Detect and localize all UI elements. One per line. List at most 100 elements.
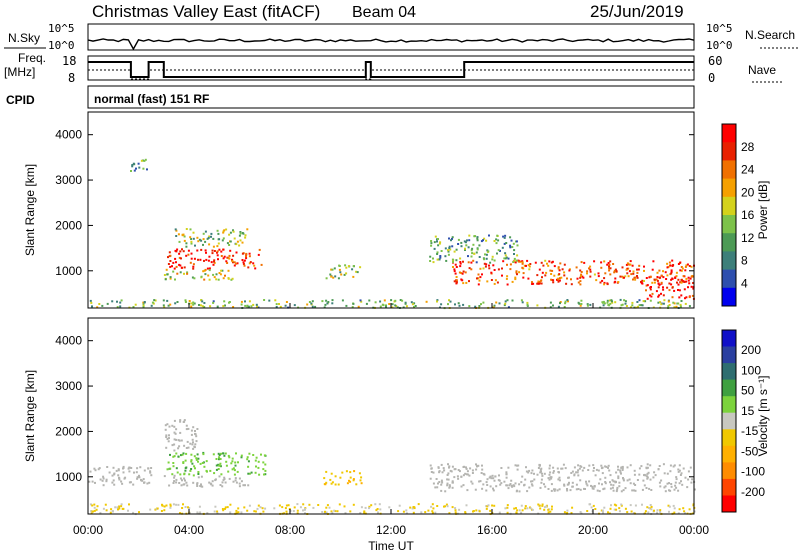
- range-gate-cell: [376, 508, 379, 510]
- range-gate-cell: [541, 271, 544, 274]
- range-gate-cell: [431, 511, 434, 514]
- range-gate-cell: [120, 505, 123, 508]
- range-gate-cell: [190, 238, 193, 240]
- range-gate-cell: [612, 263, 615, 265]
- range-gate-cell: [471, 247, 474, 250]
- range-gate-cell: [566, 277, 568, 280]
- range-gate-cell: [216, 254, 219, 257]
- velocity-colorbar-label: Velocity [m s⁻¹]: [756, 375, 770, 456]
- range-gate-cell: [328, 506, 331, 509]
- range-gate-cell: [610, 483, 613, 486]
- range-gate-cell: [557, 266, 560, 269]
- range-gate-cell: [345, 266, 348, 269]
- range-gate-cell: [448, 486, 451, 489]
- range-gate-cell: [537, 280, 540, 283]
- range-gate-cell: [200, 485, 203, 488]
- range-gate-cell: [672, 301, 675, 304]
- range-gate-cell: [678, 508, 681, 511]
- range-gate-cell: [547, 508, 550, 511]
- range-gate-cell: [677, 512, 680, 515]
- range-gate-cell: [264, 507, 267, 510]
- range-gate-cell: [448, 299, 450, 302]
- range-gate-cell: [619, 471, 622, 474]
- range-gate-cell: [656, 279, 659, 282]
- range-gate-cell: [273, 507, 276, 510]
- range-gate-cell: [580, 271, 583, 273]
- range-gate-cell: [494, 475, 497, 478]
- range-gate-cell: [197, 471, 200, 473]
- range-gate-cell: [550, 508, 553, 511]
- range-gate-cell: [662, 286, 664, 289]
- range-gate-cell: [636, 275, 638, 277]
- range-gate-cell: [505, 277, 508, 280]
- range-gate-cell: [184, 469, 187, 472]
- range-gate-cell: [560, 276, 563, 279]
- range-gate-cell: [441, 471, 444, 474]
- range-gate-cell: [173, 267, 176, 270]
- range-gate-cell: [493, 259, 496, 262]
- range-gate-cell: [198, 505, 201, 508]
- range-gate-cell: [184, 506, 187, 508]
- range-gate-cell: [238, 234, 241, 237]
- range-gate-cell: [690, 481, 693, 484]
- range-gate-cell: [544, 485, 547, 488]
- range-gate-cell: [482, 267, 485, 270]
- range-gate-cell: [597, 469, 600, 472]
- range-gate-cell: [486, 505, 489, 508]
- range-gate-cell: [258, 473, 261, 476]
- range-gate-cell: [589, 275, 592, 278]
- range-gate-cell: [592, 504, 595, 507]
- range-gate-cell: [388, 506, 391, 509]
- range-gate-cell: [540, 467, 543, 470]
- range-gate-cell: [232, 254, 235, 257]
- range-gate-cell: [464, 241, 467, 244]
- range-gate-cell: [432, 482, 435, 485]
- range-gate-cell: [527, 277, 530, 280]
- range-gate-cell: [544, 274, 547, 277]
- range-gate-cell: [185, 254, 188, 257]
- range-gate-cell: [306, 303, 309, 306]
- range-gate-cell: [460, 241, 463, 244]
- range-gate-cell: [363, 510, 366, 513]
- range-gate-cell: [633, 489, 635, 492]
- range-gate-cell: [175, 438, 178, 441]
- range-gate-cell: [570, 278, 572, 281]
- range-gate-cell: [680, 278, 683, 281]
- range-gate-cell: [533, 472, 535, 475]
- range-gate-cell: [659, 301, 662, 304]
- range-gate-cell: [624, 487, 627, 490]
- range-gate-cell: [255, 303, 258, 306]
- range-gate-cell: [349, 480, 352, 483]
- range-gate-cell: [221, 481, 224, 484]
- freq-unit-label: [MHz]: [4, 65, 35, 79]
- range-gate-cell: [643, 280, 645, 282]
- range-gate-cell: [675, 305, 678, 308]
- range-gate-cell: [312, 506, 315, 509]
- range-gate-cell: [452, 266, 454, 268]
- range-gate-cell: [680, 266, 683, 268]
- range-gate-cell: [202, 270, 205, 273]
- range-gate-cell: [577, 474, 580, 477]
- range-gate-cell: [177, 503, 180, 506]
- range-gate-cell: [489, 261, 492, 264]
- range-gate-cell: [401, 299, 404, 302]
- range-gate-cell: [685, 264, 688, 267]
- range-gate-cell: [348, 479, 350, 482]
- range-gate-cell: [168, 484, 171, 487]
- range-gate-cell: [513, 249, 516, 252]
- range-gate-cell: [482, 301, 485, 304]
- range-gate-cell: [561, 467, 564, 470]
- range-gate-cell: [175, 452, 178, 455]
- range-gate-cell: [563, 511, 566, 514]
- range-gate-cell: [212, 453, 215, 456]
- range-gate-cell: [142, 301, 145, 304]
- range-gate-cell: [652, 476, 655, 479]
- range-gate-cell: [462, 270, 465, 273]
- range-gate-cell: [226, 506, 229, 509]
- range-gate-cell: [460, 245, 463, 248]
- range-gate-cell: [405, 509, 408, 512]
- range-gate-cell: [656, 271, 659, 274]
- range-gate-cell: [274, 299, 277, 302]
- range-gate-cell: [234, 479, 237, 482]
- range-gate-cell: [464, 247, 466, 250]
